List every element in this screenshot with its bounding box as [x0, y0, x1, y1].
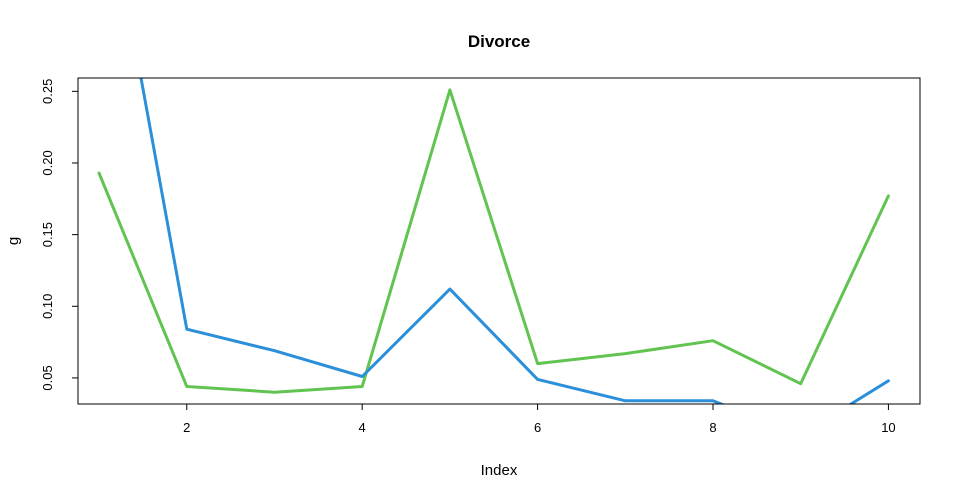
y-tick-label: 0.25 — [40, 79, 55, 104]
x-axis: 2 4 6 8 10 — [183, 404, 896, 435]
x-tick-label: 6 — [534, 420, 541, 435]
y-tick-label: 0.15 — [40, 222, 55, 247]
y-axis-label: g — [5, 237, 22, 245]
y-axis: 0.05 0.10 0.15 0.20 0.25 — [40, 79, 78, 391]
chart-title: Divorce — [468, 32, 530, 51]
series-line-1 — [97, 88, 890, 394]
x-tick-label: 2 — [183, 420, 190, 435]
x-tick-label: 10 — [881, 420, 895, 435]
x-tick-label: 8 — [709, 420, 716, 435]
y-tick-label: 0.05 — [40, 365, 55, 390]
series-line-2 — [139, 78, 890, 404]
x-axis-label: Index — [481, 462, 518, 479]
series-layer — [97, 78, 890, 404]
y-tick-label: 0.20 — [40, 150, 55, 175]
y-tick-label: 0.10 — [40, 294, 55, 319]
x-tick-label: 4 — [359, 420, 366, 435]
plot-frame — [77, 77, 921, 405]
